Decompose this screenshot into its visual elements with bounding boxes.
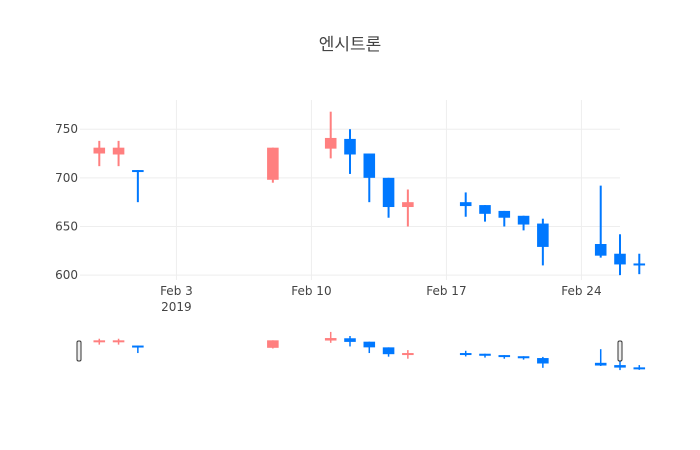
y-tick-label: 700 [55, 171, 78, 185]
candle-body [132, 170, 144, 173]
y-tick-label: 600 [55, 268, 78, 282]
slider-candle-body [267, 340, 279, 348]
candle-body [324, 137, 337, 149]
candle-body [594, 244, 607, 256]
candle-body [382, 177, 395, 208]
slider-candle-body [614, 365, 626, 368]
candle-body [479, 205, 491, 214]
candle-body [93, 147, 106, 154]
slider-candle-body [479, 353, 491, 356]
slider-candle-body [132, 345, 144, 348]
candle-body [112, 147, 125, 155]
candle-body [402, 202, 414, 208]
slider-candle-body [537, 358, 549, 364]
range-slider[interactable] [76, 331, 646, 371]
axis-layer: 600 650 700 750 Feb 3 2019 Feb 10 Feb 17 Feb 24 [55, 122, 602, 314]
candle-body [614, 253, 626, 265]
candle-body [537, 223, 549, 247]
candle-body [633, 263, 646, 266]
y-tick-label: 750 [55, 122, 78, 136]
slider-candle-body [517, 356, 530, 359]
y-tick-label: 650 [55, 219, 78, 233]
candle-body [363, 153, 376, 178]
chart-title: 엔시트론 [319, 35, 382, 55]
candle-body [267, 147, 279, 180]
slider-candle-body [402, 353, 414, 356]
slider-candle-body [363, 341, 376, 348]
slider-candle-body [93, 340, 106, 343]
slider-candle-body [633, 367, 646, 370]
range-slider-left-handle[interactable] [76, 340, 82, 362]
x-tick-label: Feb 17 [426, 284, 466, 298]
x-tick-label: Feb 24 [561, 284, 601, 298]
range-slider-right-handle[interactable] [617, 340, 623, 362]
x-tick-label: Feb 10 [291, 284, 331, 298]
candle-body [344, 138, 356, 155]
slider-candle-body [382, 347, 395, 355]
slider-candle-body [344, 338, 356, 342]
slider-candle-body [459, 353, 472, 356]
candle-body [459, 202, 472, 207]
candle-body [498, 210, 511, 218]
slider-candle-body [594, 362, 607, 366]
grid-layer [80, 100, 620, 280]
slider-candle-body [112, 340, 125, 343]
slider-candle-body [498, 355, 511, 358]
slider-candle-body [324, 338, 337, 341]
x-tick-label: Feb 3 [160, 284, 193, 298]
candle-body [517, 215, 530, 225]
candle-layer [93, 111, 646, 276]
x-tick-sublabel: 2019 [161, 300, 192, 314]
